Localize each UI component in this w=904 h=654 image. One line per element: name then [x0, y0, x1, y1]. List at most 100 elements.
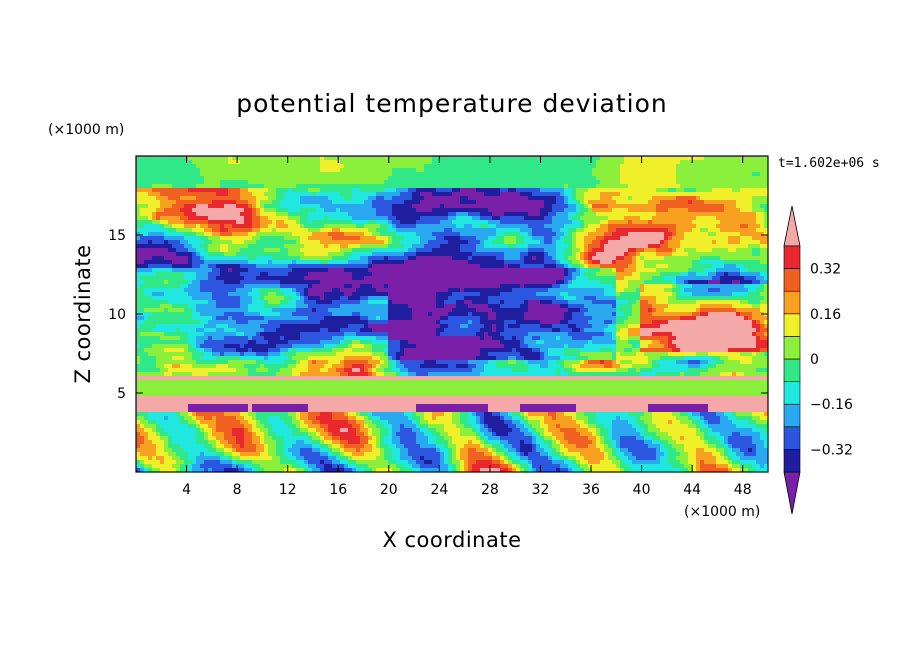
- heatmap-cell: [740, 300, 749, 305]
- heatmap-cell: [192, 464, 201, 469]
- heatmap-cell: [324, 364, 333, 369]
- heatmap-cell: [204, 256, 249, 261]
- heatmap-cell: [536, 256, 545, 261]
- heatmap-cell: [312, 468, 321, 472]
- heatmap-cell: [756, 368, 768, 373]
- heatmap-cell: [372, 328, 437, 333]
- heatmap-cell: [436, 332, 441, 337]
- heatmap-cell: [480, 424, 485, 429]
- heatmap-cell: [224, 204, 237, 209]
- heatmap-cell: [308, 220, 313, 225]
- heatmap-cell: [676, 248, 685, 253]
- heatmap-cell: [300, 256, 333, 261]
- heatmap-cell: [488, 296, 557, 301]
- heatmap-cell: [368, 316, 377, 321]
- heatmap-cell: [572, 236, 577, 241]
- heatmap-cell: [352, 248, 373, 253]
- heatmap-cell: [668, 300, 697, 305]
- heatmap-cell: [676, 284, 681, 289]
- heatmap-cell: [744, 316, 749, 321]
- heatmap-cell: [564, 364, 573, 369]
- heatmap-cell: [356, 428, 361, 433]
- heatmap-cell: [144, 348, 165, 353]
- heatmap-cell: [136, 164, 197, 169]
- heatmap-cell: [720, 288, 749, 293]
- heatmap-cell: [636, 300, 641, 305]
- heatmap-cell: [172, 260, 189, 265]
- heatmap-cell: [224, 252, 237, 257]
- heatmap-cell: [468, 452, 485, 457]
- heatmap-cell: [704, 200, 737, 205]
- heatmap-cell: [448, 324, 461, 329]
- heatmap-cell: [184, 276, 197, 281]
- heatmap-cell: [212, 316, 217, 321]
- heatmap-cell: [708, 228, 721, 233]
- heatmap-cell: [588, 428, 597, 433]
- heatmap-cell: [468, 412, 473, 417]
- heatmap-cell: [676, 196, 697, 201]
- heatmap-cell: [360, 312, 389, 317]
- heatmap-cell: [220, 352, 225, 357]
- heatmap-cell: [624, 160, 681, 165]
- heatmap-cell: [516, 336, 525, 341]
- heatmap-cell: [540, 188, 565, 193]
- heatmap-cell: [492, 452, 497, 457]
- heatmap-cell: [560, 304, 569, 309]
- heatmap-cell: [380, 360, 385, 365]
- heatmap-cell: [680, 452, 689, 457]
- heatmap-cell: [480, 348, 513, 353]
- heatmap-cell: [564, 188, 573, 193]
- heatmap-cell: [280, 368, 293, 373]
- heatmap-cell: [360, 188, 385, 193]
- heatmap-cell: [400, 448, 409, 453]
- heatmap-cell: [612, 208, 629, 213]
- heatmap-cell: [172, 264, 193, 269]
- heatmap-cell: [640, 296, 657, 301]
- heatmap-cell: [736, 200, 753, 205]
- heatmap-cell: [168, 248, 177, 253]
- heatmap-cell: [232, 452, 241, 457]
- heatmap-cell: [416, 168, 425, 173]
- heatmap-cell: [468, 468, 473, 472]
- heatmap-cell: [388, 216, 397, 221]
- heatmap-cell: [252, 460, 281, 465]
- heatmap-cell: [364, 368, 369, 373]
- heatmap-cell: [424, 456, 441, 461]
- heatmap-cell: [720, 416, 729, 421]
- heatmap-cell: [548, 252, 557, 257]
- heatmap-cell: [372, 200, 405, 205]
- heatmap-cell: [308, 272, 353, 277]
- heatmap-cell: [372, 364, 377, 369]
- heatmap-cell: [332, 416, 349, 421]
- heatmap-cell: [704, 268, 717, 273]
- heatmap-cell: [568, 456, 577, 461]
- heatmap-cell: [672, 252, 689, 257]
- heatmap-cell: [364, 276, 565, 281]
- heatmap-cell: [380, 440, 385, 445]
- heatmap-cell: [244, 216, 253, 221]
- heatmap-cell: [404, 424, 417, 429]
- heatmap-cell: [552, 444, 561, 449]
- heatmap-cell: [492, 216, 501, 221]
- heatmap-cell: [168, 432, 197, 437]
- heatmap-cell: [676, 180, 768, 185]
- heatmap-cell: [640, 344, 649, 349]
- heatmap-cell: [416, 220, 441, 225]
- heatmap-cell: [204, 352, 213, 357]
- heatmap-cell: [328, 260, 349, 265]
- heatmap-cell: [184, 244, 193, 249]
- heatmap-cell: [136, 368, 161, 373]
- heatmap-cell: [720, 440, 725, 445]
- heatmap-cell: [228, 228, 253, 233]
- heatmap-cell: [308, 188, 321, 193]
- heatmap-cell: [640, 320, 653, 325]
- heatmap-cell: [580, 348, 601, 353]
- heatmap-cell: [464, 296, 489, 301]
- heatmap-cell: [528, 300, 541, 305]
- heatmap-cell: [420, 420, 429, 425]
- heatmap-cell: [564, 368, 573, 373]
- heatmap-cell: [532, 440, 537, 445]
- heatmap-cell: [564, 264, 569, 269]
- heatmap-cell: [328, 424, 353, 429]
- heatmap-cell: [360, 412, 369, 417]
